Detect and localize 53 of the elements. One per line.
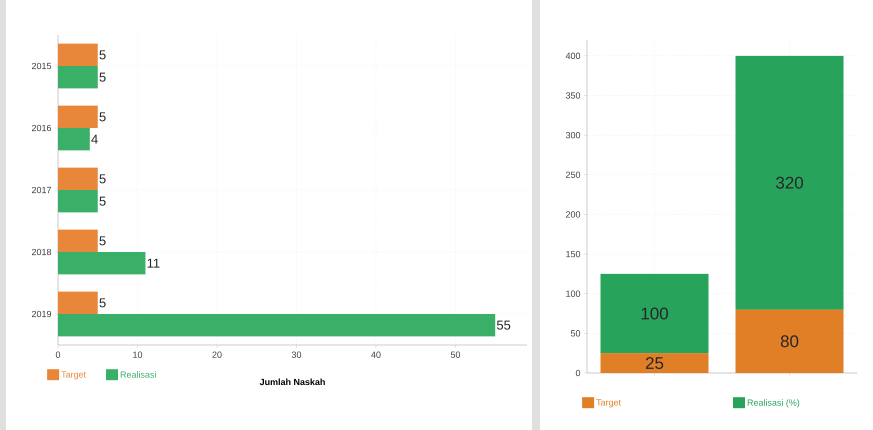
y-tick-label: 300 bbox=[566, 132, 580, 138]
x-tick-label: 30 bbox=[292, 352, 302, 358]
y-tick-label: 2015 bbox=[32, 62, 52, 70]
y-tick-label: 2016 bbox=[32, 124, 52, 132]
y-tick-label: 400 bbox=[566, 52, 580, 60]
y-tick-label: 150 bbox=[566, 250, 580, 258]
data-label: 25 bbox=[646, 357, 664, 370]
bar bbox=[58, 252, 146, 274]
x-tick-label: 10 bbox=[133, 352, 142, 358]
bar bbox=[58, 128, 90, 150]
legend-label: Target bbox=[61, 371, 86, 380]
bar bbox=[58, 66, 98, 88]
data-label: 5 bbox=[99, 72, 106, 82]
y-tick-label: 0 bbox=[576, 370, 580, 376]
y-tick-label: 2017 bbox=[32, 186, 52, 194]
data-label: 5 bbox=[99, 50, 106, 60]
data-label: 55 bbox=[496, 320, 510, 330]
y-tick-label: 100 bbox=[566, 290, 580, 297]
data-label: 11 bbox=[148, 258, 160, 268]
data-label: 5 bbox=[99, 174, 106, 184]
bar bbox=[58, 292, 98, 314]
y-tick-label: 350 bbox=[566, 92, 580, 99]
x-tick-label: 0 bbox=[56, 352, 60, 358]
data-label: 320 bbox=[776, 176, 803, 189]
y-tick-label: 50 bbox=[570, 330, 580, 337]
y-tick-label: 200 bbox=[566, 211, 580, 218]
legend-label: Target bbox=[596, 399, 621, 408]
legend-label: Realisasi bbox=[120, 371, 156, 378]
x-tick-label: 20 bbox=[212, 352, 222, 358]
data-label: 100 bbox=[642, 308, 668, 320]
bar bbox=[58, 168, 98, 190]
bar bbox=[736, 310, 844, 373]
bar bbox=[58, 314, 496, 336]
bar bbox=[600, 274, 709, 354]
bar bbox=[58, 44, 98, 66]
data-label: 5 bbox=[99, 236, 106, 246]
x-axis-title: Jumlah Naskah bbox=[260, 378, 325, 386]
x-tick-label: 50 bbox=[450, 352, 460, 358]
bar bbox=[58, 230, 98, 252]
data-label: 5 bbox=[99, 112, 106, 122]
y-tick-label: 2019 bbox=[32, 310, 52, 318]
data-label: 5 bbox=[99, 196, 106, 206]
y-tick-label: 250 bbox=[566, 172, 580, 178]
data-label: 4 bbox=[91, 134, 98, 144]
bar bbox=[58, 190, 98, 212]
x-tick-label: 40 bbox=[371, 352, 381, 358]
bar bbox=[600, 353, 709, 373]
data-label: 5 bbox=[99, 298, 106, 308]
data-label: 80 bbox=[780, 335, 798, 348]
bar bbox=[58, 106, 98, 128]
y-tick-label: 2018 bbox=[32, 248, 52, 256]
bar bbox=[736, 56, 844, 310]
legend-label: Realisasi (%) bbox=[748, 399, 800, 408]
